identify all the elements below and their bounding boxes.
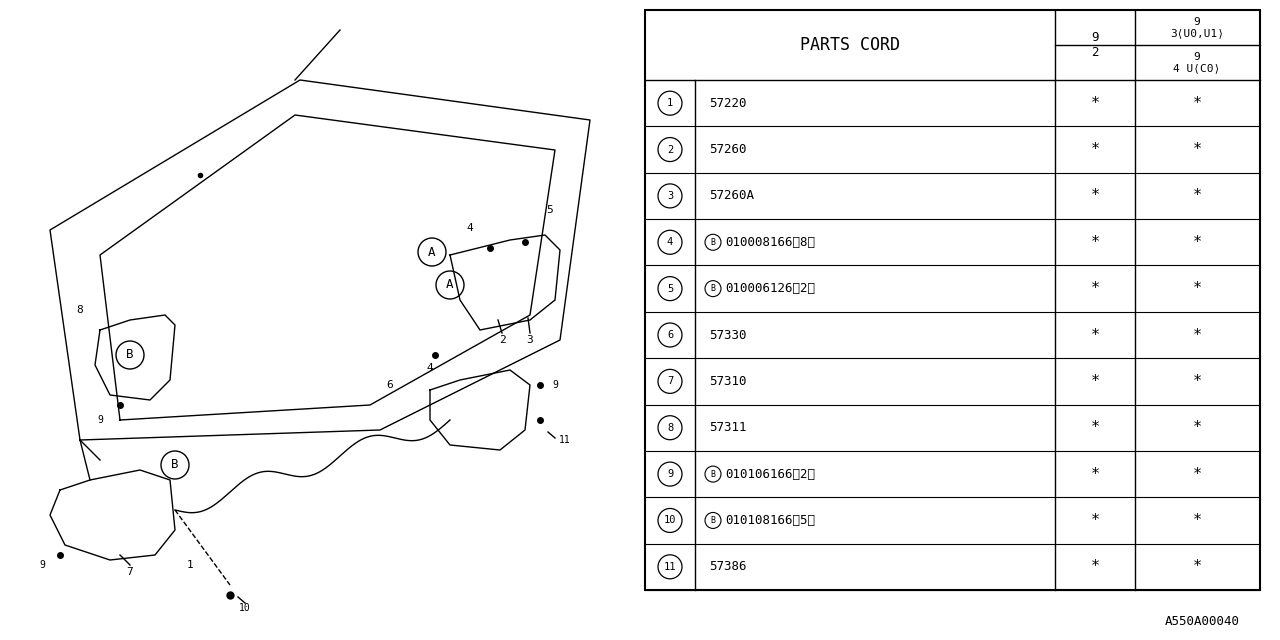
Text: 57260: 57260 [709,143,746,156]
Text: *: * [1091,559,1100,574]
Text: *: * [1193,420,1202,435]
Text: *: * [1193,281,1202,296]
Text: 2: 2 [667,145,673,154]
Text: B: B [710,284,716,293]
Text: 5: 5 [547,205,553,215]
Text: B: B [127,349,133,362]
Text: 57260A: 57260A [709,189,754,202]
Text: A: A [447,278,453,291]
Text: *: * [1193,513,1202,528]
Text: B: B [710,238,716,247]
Text: PARTS CORD: PARTS CORD [800,36,900,54]
Text: 6: 6 [667,330,673,340]
Text: *: * [1193,188,1202,204]
Text: 3: 3 [667,191,673,201]
Text: *: * [1091,235,1100,250]
Text: *: * [1091,142,1100,157]
Text: *: * [1091,328,1100,342]
Text: 7: 7 [667,376,673,387]
Text: 10: 10 [239,603,251,613]
Text: 57311: 57311 [709,421,746,434]
Text: *: * [1193,235,1202,250]
Text: 8: 8 [667,423,673,433]
Text: *: * [1193,467,1202,481]
Text: B: B [172,458,179,472]
Text: 10: 10 [664,515,676,525]
Text: *: * [1193,96,1202,111]
Text: *: * [1091,513,1100,528]
Text: 57310: 57310 [709,375,746,388]
Text: 1: 1 [667,98,673,108]
Text: *: * [1091,467,1100,481]
Text: 11: 11 [559,435,571,445]
Text: 2: 2 [499,335,506,345]
Text: 9
4 U⟨C0⟩: 9 4 U⟨C0⟩ [1174,52,1221,73]
Text: 1: 1 [187,560,193,570]
Text: 010006126〈2〉: 010006126〈2〉 [724,282,815,295]
Text: B: B [710,470,716,479]
Text: 6: 6 [387,380,393,390]
Text: 9: 9 [97,415,102,425]
Text: 57386: 57386 [709,560,746,573]
Text: *: * [1193,559,1202,574]
Text: 57330: 57330 [709,328,746,342]
Text: 9: 9 [667,469,673,479]
Text: A550A00040: A550A00040 [1165,615,1240,628]
Text: 010108166〈5〉: 010108166〈5〉 [724,514,815,527]
Text: *: * [1091,188,1100,204]
Text: 4: 4 [426,363,434,373]
Text: 9: 9 [40,560,45,570]
Text: 7: 7 [127,567,133,577]
Text: 4: 4 [467,223,474,233]
Text: 010008166〈8〉: 010008166〈8〉 [724,236,815,249]
Text: 5: 5 [667,284,673,294]
Text: *: * [1091,420,1100,435]
Text: *: * [1091,374,1100,389]
Text: B: B [710,516,716,525]
Text: *: * [1193,142,1202,157]
Text: *: * [1193,328,1202,342]
Text: 57220: 57220 [709,97,746,109]
Text: 4: 4 [667,237,673,247]
Text: 9: 9 [552,380,558,390]
Text: 8: 8 [77,305,83,315]
Text: 9
3⟨U0,U1⟩: 9 3⟨U0,U1⟩ [1170,17,1224,38]
Text: 010106166〈2〉: 010106166〈2〉 [724,468,815,481]
Text: 3: 3 [526,335,534,345]
Text: *: * [1091,96,1100,111]
Text: A: A [429,246,435,259]
Text: 11: 11 [664,562,676,572]
Text: *: * [1193,374,1202,389]
Bar [645,10,1260,590]
Text: 9
2: 9 2 [1092,31,1098,59]
Text: *: * [1091,281,1100,296]
